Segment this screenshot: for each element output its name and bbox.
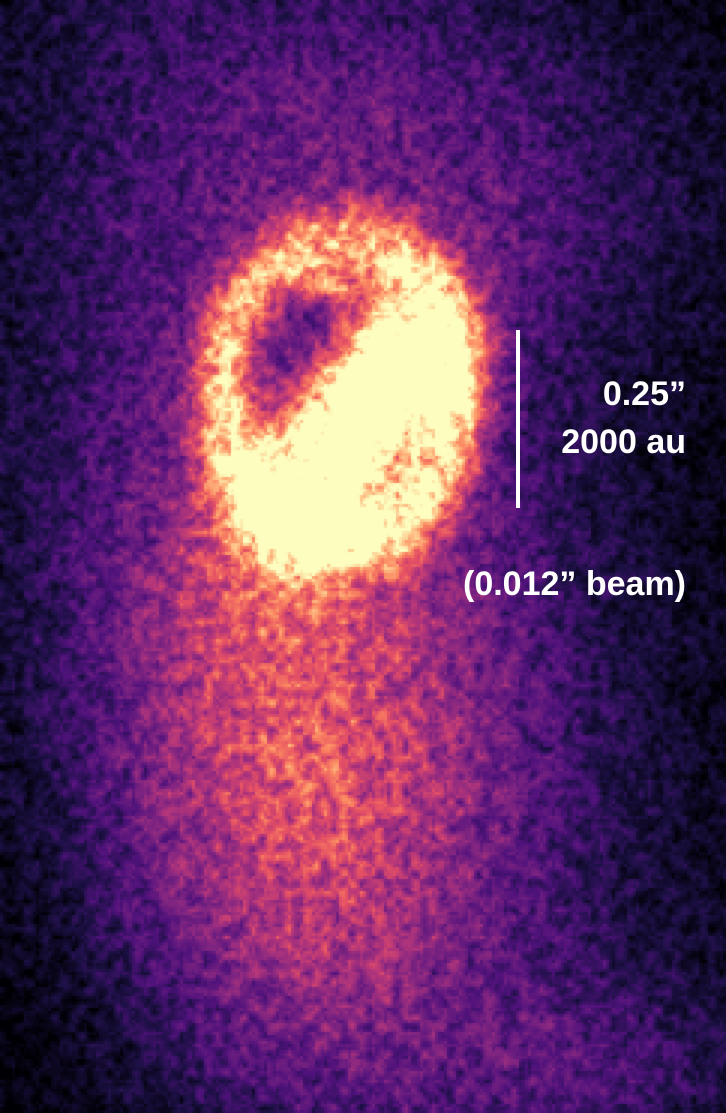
- beam-size-label: (0.012” beam): [463, 565, 686, 603]
- scale-bar: [516, 330, 520, 508]
- scale-bar-angle-label: 0.25”: [602, 375, 686, 413]
- scale-bar-distance-label: 2000 au: [561, 423, 686, 461]
